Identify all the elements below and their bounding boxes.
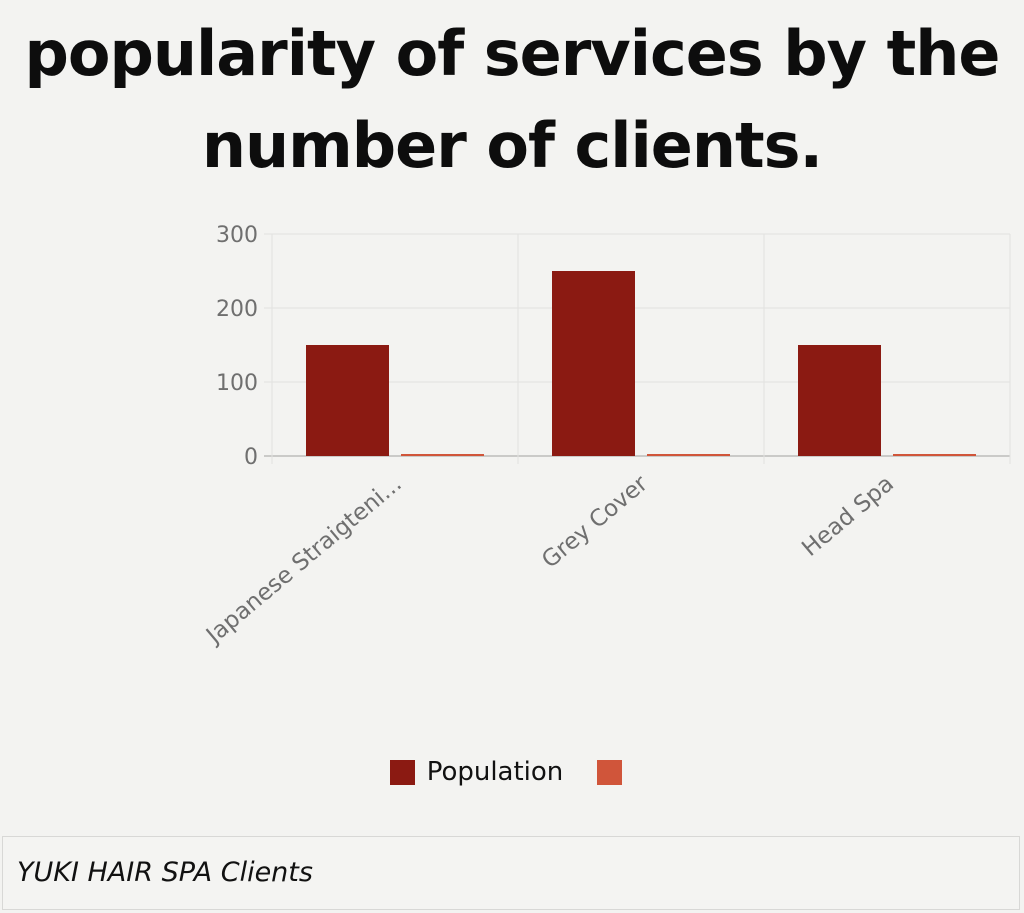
legend-swatch-series-2	[597, 759, 623, 785]
y-tick-label: 0	[244, 445, 258, 470]
legend-item-series-2[interactable]	[597, 759, 634, 785]
legend-label-population: Population	[426, 757, 564, 787]
x-tick-label: Japanese Straigteni...	[200, 471, 407, 650]
bar-series-2	[401, 454, 484, 456]
bar-chart: 0 100 200 300 Japanese Straigteni... Grey Cov…	[200, 223, 1011, 650]
footer-caption-box: YUKI HAIR SPA Clients	[2, 836, 1020, 910]
bar-population	[306, 345, 389, 456]
footer-caption: YUKI HAIR SPA Clients	[17, 857, 313, 888]
y-tick-label: 300	[216, 223, 258, 248]
y-tick-label: 100	[216, 371, 258, 396]
legend-item-population[interactable]: Population	[389, 757, 564, 787]
y-tick-label: 200	[216, 297, 258, 322]
x-tick-label: Grey Cover	[537, 470, 653, 573]
bar-population	[552, 271, 635, 456]
bar-population	[798, 345, 881, 456]
bar-series-2	[893, 454, 976, 456]
chart-title: popularity of services by the number of …	[24, 17, 1001, 182]
bar-series-2	[647, 454, 730, 456]
chart-legend: Population	[0, 757, 1024, 787]
legend-swatch-population	[389, 759, 415, 785]
x-tick-label: Head Spa	[797, 471, 899, 562]
